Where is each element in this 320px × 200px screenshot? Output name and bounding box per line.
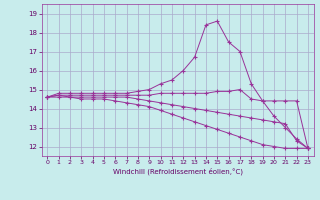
X-axis label: Windchill (Refroidissement éolien,°C): Windchill (Refroidissement éolien,°C) xyxy=(113,168,243,175)
